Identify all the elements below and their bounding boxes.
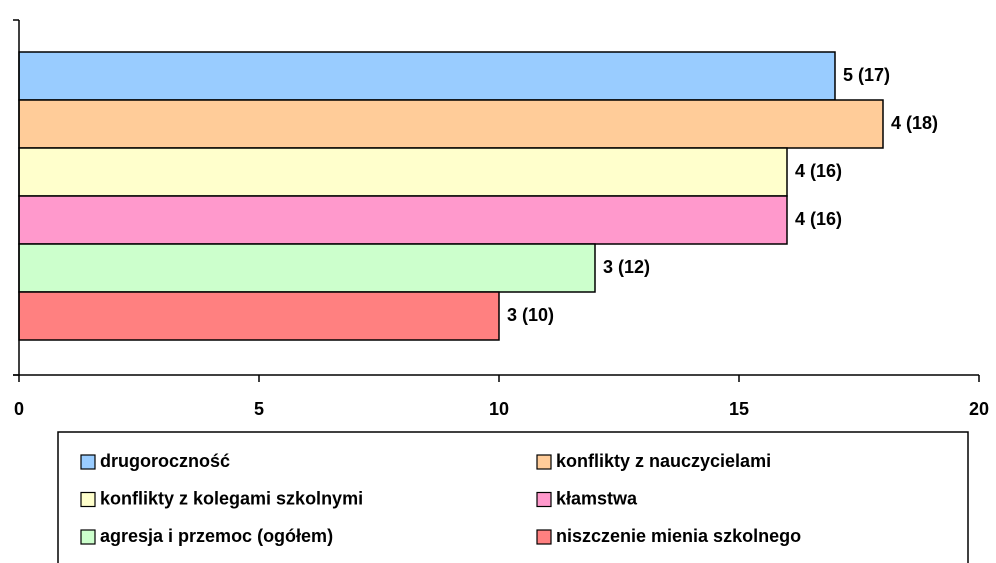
legend-swatch (536, 529, 552, 545)
legend-label: konflikty z kolegami szkolnymi (100, 488, 363, 508)
bar (18, 291, 500, 341)
bar (18, 99, 884, 149)
legend-swatch (536, 491, 552, 508)
data-label: 4 (18) (891, 113, 938, 133)
data-label: 5 (17) (843, 65, 890, 85)
legend-label: agresja i przemoc (ogółem) (100, 526, 333, 546)
bar (18, 195, 788, 245)
legend-swatch (80, 529, 96, 545)
bar (18, 147, 788, 197)
data-label: 4 (16) (795, 161, 842, 181)
legend-box (57, 431, 969, 563)
bar (18, 243, 596, 293)
data-label: 3 (10) (507, 305, 554, 325)
legend-label: kłamstwa (556, 488, 638, 508)
bar (18, 51, 836, 101)
x-tick-label: 5 (254, 399, 264, 419)
x-tick-label: 10 (489, 399, 509, 419)
legend-swatch (80, 491, 96, 508)
data-label: 4 (16) (795, 209, 842, 229)
legend-label: konflikty z nauczycielami (556, 451, 771, 471)
legend-swatch (80, 454, 96, 470)
legend-label: drugoroczność (100, 451, 230, 471)
x-tick-label: 15 (729, 399, 749, 419)
data-label: 3 (12) (603, 257, 650, 277)
legend-label: niszczenie mienia szkolnego (556, 526, 801, 546)
x-tick-label: 0 (14, 399, 24, 419)
legend-swatch (536, 454, 552, 470)
x-tick-label: 20 (969, 399, 989, 419)
